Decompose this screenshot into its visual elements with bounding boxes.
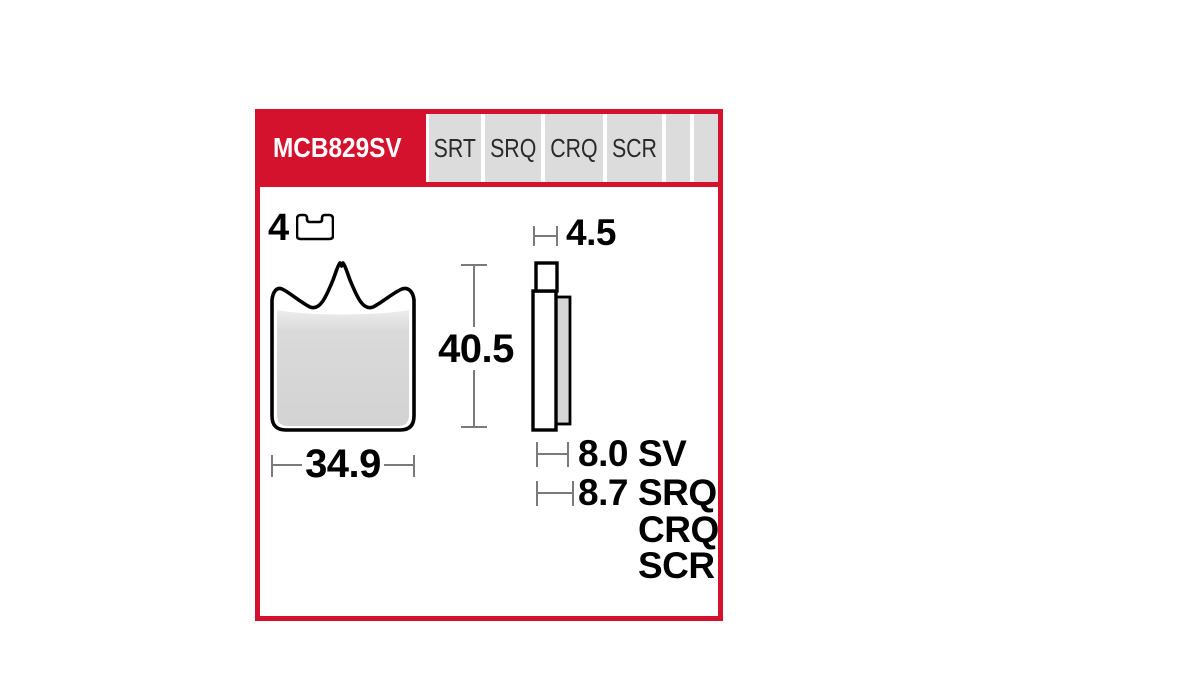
thickness-row-crq: CRQ <box>578 511 719 549</box>
thickness-variant: SRQ <box>638 472 717 513</box>
compound-cell-empty-1 <box>665 114 690 182</box>
compound-cells: SRT SRQ CRQ SCR <box>429 114 718 182</box>
thickness-value <box>578 547 638 585</box>
thickness-value: 8.7 <box>578 472 628 513</box>
technical-drawing: 4 4.5 40.5 34.9 8.0 <box>260 187 719 616</box>
card-header: MCB829SV SRT SRQ CRQ SCR <box>260 114 718 182</box>
compound-cell-srq: SRQ <box>484 114 541 182</box>
thickness-variant: CRQ <box>638 509 719 550</box>
compound-label: SCR <box>611 132 657 163</box>
compound-cell-srt: SRT <box>429 114 481 182</box>
thickness-row-scr: SCR <box>578 547 715 585</box>
height-dim: 40.5 <box>438 327 514 371</box>
front-view-drawing <box>270 261 416 432</box>
compound-cell-scr: SCR <box>606 114 662 182</box>
compound-cell-empty-2 <box>693 114 718 182</box>
dimension-lines <box>271 226 574 506</box>
part-number-badge: MCB829SV <box>260 114 426 182</box>
thickness-row-sv: 8.0 SV <box>578 433 687 474</box>
pad-quantity: 4 <box>268 207 289 249</box>
part-number: MCB829SV <box>273 132 402 163</box>
tab-thickness-dim: 4.5 <box>566 212 616 253</box>
thickness-row-srq: 8.7 SRQ <box>578 474 717 512</box>
header-separator <box>260 182 718 187</box>
brake-pad-icon <box>296 213 334 241</box>
part-spec-card: MCB829SV SRT SRQ CRQ SCR <box>255 109 723 621</box>
compound-label: SRT <box>433 132 476 163</box>
thickness-value <box>578 511 638 549</box>
thickness-variant: SCR <box>638 545 715 586</box>
thickness-value: 8.0 <box>578 433 628 474</box>
width-dim: 34.9 <box>305 442 381 486</box>
compound-label: SRQ <box>489 132 536 163</box>
thickness-variant: SV <box>638 433 687 474</box>
compound-cell-crq: CRQ <box>544 114 603 182</box>
side-view-drawing <box>531 261 572 432</box>
compound-label: CRQ <box>550 132 598 163</box>
